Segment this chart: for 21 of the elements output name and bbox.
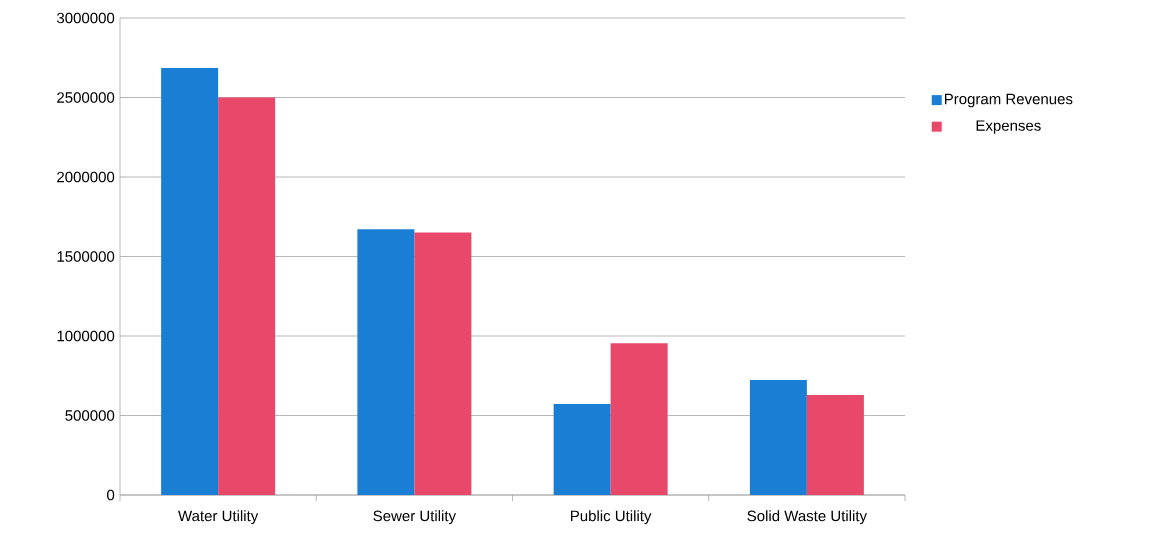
y-tick-label: 500000	[65, 410, 115, 421]
x-tick-label: Public Utility	[571, 510, 652, 525]
x-tick-label: Sewer Utility	[373, 510, 456, 525]
y-tick-label: 1000000	[57, 330, 115, 342]
x-tick-label: Water Utility	[178, 510, 259, 525]
y-tick-label: 0	[107, 489, 115, 501]
y-tick-label: 2000000	[57, 171, 115, 183]
bar	[749, 379, 807, 495]
bar	[414, 232, 472, 495]
bar	[553, 404, 611, 495]
bar	[161, 68, 219, 495]
y-tick-label: 1500000	[57, 251, 115, 262]
bar	[610, 343, 668, 495]
bar	[218, 97, 276, 495]
bar	[806, 394, 864, 495]
y-tick-label: 3000000	[56, 12, 115, 24]
bar	[357, 229, 415, 495]
x-tick-label: Solid Waste Utility	[747, 510, 867, 525]
legend-label: Program Revenues	[944, 93, 1073, 108]
legend-label: Expenses	[976, 120, 1041, 134]
y-tick-label: 2500000	[57, 92, 115, 103]
